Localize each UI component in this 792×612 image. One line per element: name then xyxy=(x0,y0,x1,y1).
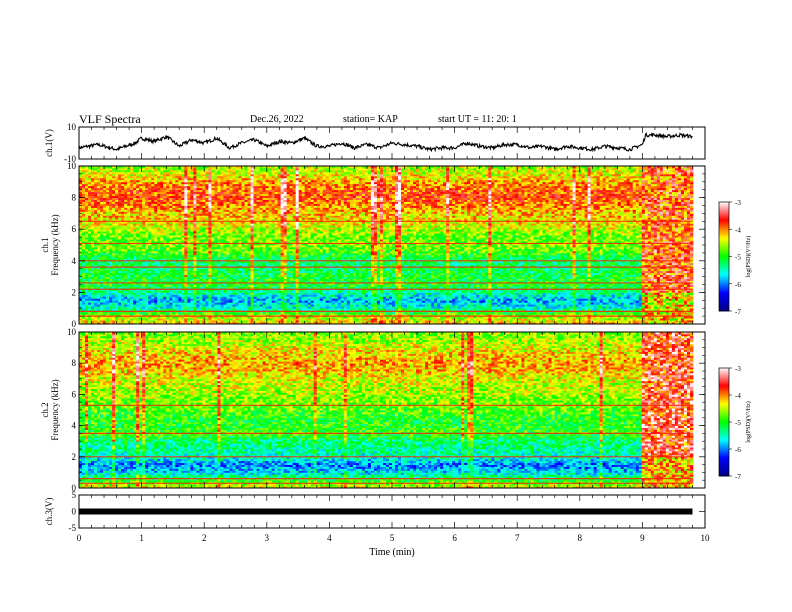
ch1-spectrogram xyxy=(79,166,693,324)
y-tick-label: 10 xyxy=(67,122,77,132)
y-axis-label: ch.1(V) xyxy=(44,129,54,157)
